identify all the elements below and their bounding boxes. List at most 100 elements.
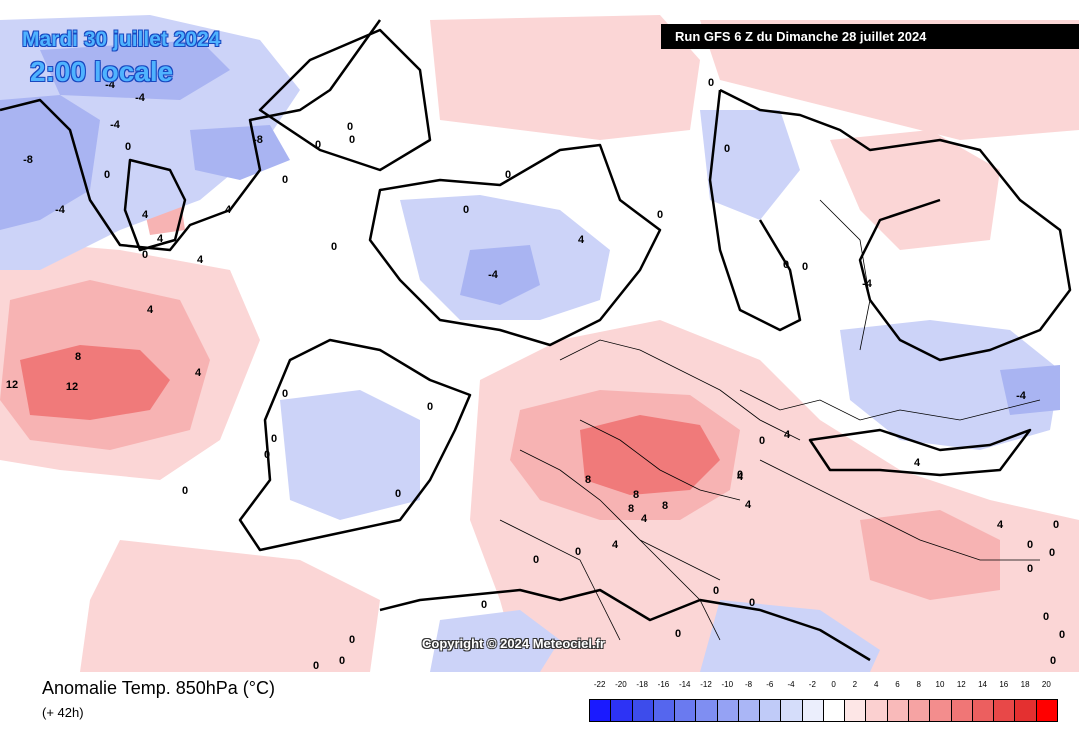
contour-label: 0 — [331, 241, 337, 253]
copyright-notice: Copyright © 2024 Meteociel.fr — [422, 636, 605, 651]
contour-label: 4 — [745, 499, 752, 511]
contour-label: 0 — [1053, 519, 1059, 531]
contour-label: -4 — [862, 278, 873, 290]
borders — [499, 199, 1041, 641]
legend-label: -12 — [700, 680, 712, 689]
legend-label: 4 — [873, 680, 879, 689]
contour-label: 4 — [578, 234, 585, 246]
legend-swatch — [1035, 699, 1058, 722]
legend-swatch — [716, 699, 739, 722]
legend-label: 18 — [1020, 680, 1030, 689]
contour-label: 0 — [657, 209, 663, 221]
contour-label: -4 — [110, 119, 121, 131]
contour-label: 4 — [157, 233, 164, 245]
legend-swatch — [589, 699, 612, 722]
contour-label: 8 — [75, 351, 81, 363]
contour-label: 0 — [783, 259, 789, 271]
contour-label: 4 — [142, 209, 149, 221]
legend-swatch — [971, 699, 995, 722]
contour-label: 0 — [427, 401, 433, 413]
contour-label: -4 — [488, 269, 499, 281]
legend-label: -10 — [721, 680, 734, 689]
contour-label: 0 — [759, 435, 765, 447]
contour-label: -8 — [253, 134, 263, 146]
contour-label: 0 — [104, 169, 110, 181]
legend-label: 12 — [956, 680, 966, 689]
contour-label: 0 — [125, 141, 131, 153]
legend-label: -2 — [808, 680, 816, 689]
contour-label: 8 — [662, 500, 668, 512]
coastlines — [0, 19, 1072, 662]
contour-label: 0 — [1050, 655, 1056, 667]
color-legend: -22 -20 -18 -16 -14 -12 -10 -8 -6 -4 -2 0 2 4 6 8 10 12 14… — [589, 680, 1058, 724]
contour-label: 4 — [197, 254, 204, 266]
contour-label: 8 — [633, 489, 639, 501]
parameter-title: Anomalie Temp. 850hPa (°C) — [42, 678, 275, 698]
legend-swatch — [801, 699, 824, 722]
legend-label: -4 — [787, 680, 795, 689]
contour-label: 4 — [784, 429, 791, 441]
legend-boxes — [589, 699, 1058, 722]
contour-label: 4 — [641, 513, 648, 525]
legend-swatch — [631, 699, 654, 722]
legend-swatch — [737, 699, 761, 722]
legend-swatch — [610, 699, 633, 722]
lead-time: (+ 42h) — [42, 705, 84, 720]
contour-label: 0 — [481, 599, 487, 611]
legend-swatch — [886, 699, 909, 722]
warm-strong-areas — [20, 345, 720, 495]
contour-label: 12 — [66, 381, 78, 393]
legend-label: -20 — [615, 680, 627, 689]
contour-label: 0 — [349, 134, 355, 146]
contour-label: 0 — [349, 634, 355, 646]
run-banner: Run GFS 6 Z du Dimanche 28 juillet 2024 — [661, 24, 1079, 49]
contour-label: 8 — [585, 474, 591, 486]
legend-label: -14 — [678, 680, 691, 689]
contour-label: 0 — [313, 660, 319, 672]
contour-label: 0 — [1027, 539, 1033, 551]
contour-label: 4 — [147, 304, 154, 316]
contour-label: 0 — [142, 249, 148, 261]
legend-label: 10 — [935, 680, 945, 689]
contour-label: 8 — [628, 503, 634, 515]
contour-label: 12 — [6, 379, 18, 391]
contour-label: 4 — [195, 367, 202, 379]
legend-swatch — [865, 699, 888, 722]
contour-label: 0 — [1043, 611, 1049, 623]
legend-swatch — [759, 699, 782, 722]
contour-label: -4 — [55, 204, 66, 216]
legend-swatch — [652, 699, 676, 722]
legend-swatch — [780, 699, 803, 722]
contour-label: 0 — [737, 469, 743, 481]
contour-label: -8 — [23, 154, 33, 166]
contour-label: 4 — [997, 519, 1004, 531]
legend-swatch — [929, 699, 952, 722]
contour-label: 0 — [675, 628, 681, 640]
contour-label: 0 — [339, 655, 345, 667]
legend-swatch — [674, 699, 697, 722]
contour-label: 0 — [1059, 629, 1065, 641]
contour-label: 4 — [225, 204, 232, 216]
legend-label: 16 — [999, 680, 1009, 689]
contour-label: 0 — [282, 174, 288, 186]
contour-label: 0 — [347, 121, 353, 133]
legend-swatch — [844, 699, 867, 722]
contour-label: 0 — [1049, 547, 1055, 559]
contour-label: 0 — [182, 485, 188, 497]
legend-swatch — [1014, 699, 1037, 722]
contour-label: 0 — [533, 554, 539, 566]
contour-label: 4 — [914, 457, 921, 469]
legend-label: -18 — [636, 680, 648, 689]
contour-label: -4 — [1016, 390, 1027, 402]
legend-label: -8 — [744, 680, 753, 689]
legend-label: -22 — [593, 680, 606, 689]
legend-swatch — [907, 699, 931, 722]
contour-label: 0 — [749, 597, 755, 609]
map-footer: Anomalie Temp. 850hPa (°C) (+ 42h) -22 -2… — [0, 672, 1079, 731]
contour-label: 0 — [264, 449, 270, 461]
legend-swatch — [822, 699, 846, 722]
contour-label: 0 — [315, 139, 321, 151]
contour-label: -4 — [135, 92, 146, 104]
